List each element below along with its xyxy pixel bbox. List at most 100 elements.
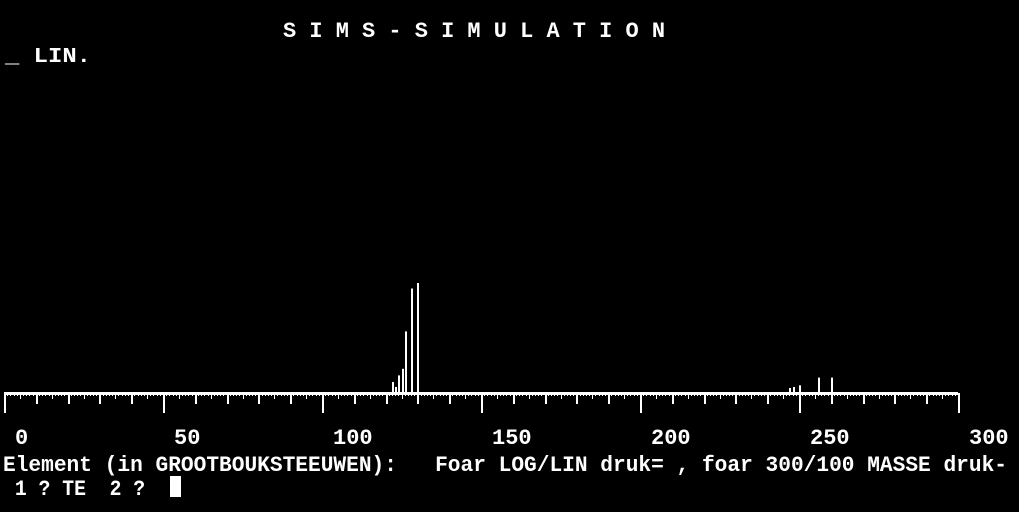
mass-axis <box>4 392 960 413</box>
mass-axis-labels: 0 50 100 150 200 250 300 <box>15 426 1009 451</box>
axis-tick <box>650 393 651 396</box>
axis-tick <box>939 393 940 396</box>
axis-tick <box>74 393 75 396</box>
axis-tick <box>793 393 794 396</box>
axis-tick <box>580 393 581 396</box>
axis-tick <box>443 393 444 396</box>
axis-tick <box>456 393 457 396</box>
axis-tick <box>506 393 507 396</box>
axis-tick <box>704 393 706 404</box>
axis-tick <box>494 393 495 396</box>
axis-tick <box>316 393 317 396</box>
axis-tick <box>106 393 107 396</box>
axis-tick <box>252 393 253 396</box>
axis-tick <box>475 393 476 396</box>
x-tick-label: 200 <box>651 426 691 451</box>
axis-tick <box>465 393 466 399</box>
axis-tick <box>745 393 746 396</box>
axis-tick <box>462 393 463 396</box>
axis-tick <box>621 393 622 396</box>
axis-tick <box>866 393 867 396</box>
axis-tick <box>700 393 701 396</box>
x-tick-label: 300 <box>969 426 1009 451</box>
axis-tick <box>344 393 345 396</box>
axis-tick <box>468 393 469 396</box>
axis-tick <box>223 393 224 396</box>
axis-tick <box>831 393 833 404</box>
axis-tick <box>7 393 8 396</box>
axis-tick <box>233 393 234 396</box>
axis-tick <box>637 393 638 396</box>
axis-tick <box>182 393 183 396</box>
axis-tick <box>570 393 571 396</box>
axis-tick <box>678 393 679 396</box>
axis-tick <box>325 393 326 396</box>
axis-tick <box>417 393 419 404</box>
axis-tick <box>882 393 883 396</box>
axis-tick <box>487 393 488 396</box>
axis-tick <box>497 393 498 399</box>
axis-tick <box>840 393 841 396</box>
axis-tick <box>630 393 631 396</box>
axis-tick <box>138 393 139 396</box>
axis-tick <box>872 393 873 396</box>
axis-tick <box>408 393 409 396</box>
axis-tick <box>351 393 352 396</box>
axis-tick <box>230 393 231 396</box>
axis-tick <box>929 393 930 396</box>
axis-tick <box>716 393 717 396</box>
axis-tick <box>61 393 62 396</box>
axis-tick <box>917 393 918 396</box>
axis-tick <box>834 393 835 396</box>
axis-tick <box>535 393 536 396</box>
axis-tick <box>239 393 240 396</box>
axis-tick <box>675 393 676 396</box>
axis-tick <box>357 393 358 396</box>
axis-tick <box>503 393 504 396</box>
axis-tick <box>392 393 393 396</box>
axis-tick <box>478 393 479 396</box>
axis-tick <box>414 393 415 396</box>
axis-tick <box>430 393 431 396</box>
axis-tick <box>545 393 547 404</box>
axis-tick <box>141 393 142 396</box>
axis-tick <box>446 393 447 396</box>
axis-tick <box>208 393 209 396</box>
axis-tick <box>201 393 202 396</box>
axis-tick <box>662 393 663 396</box>
axis-tick <box>481 393 483 413</box>
axis-tick <box>576 393 578 404</box>
axis-tick <box>347 393 348 396</box>
axis-tick <box>163 393 165 413</box>
axis-tick <box>459 393 460 396</box>
axis-tick <box>774 393 775 396</box>
axis-tick <box>758 393 759 396</box>
axis-tick <box>920 393 921 396</box>
axis-tick <box>335 393 336 396</box>
axis-tick <box>332 393 333 396</box>
axis-tick <box>26 393 27 396</box>
axis-tick <box>659 393 660 396</box>
axis-tick <box>561 393 562 399</box>
axis-tick <box>875 393 876 396</box>
axis-tick <box>128 393 129 396</box>
axis-tick <box>109 393 110 396</box>
axis-tick <box>198 393 199 396</box>
input-line[interactable]: 1 ? TE 2 ? <box>3 477 157 502</box>
axis-tick <box>125 393 126 396</box>
axis-tick <box>297 393 298 396</box>
axis-tick <box>176 393 177 396</box>
screen-title: S I M S - S I M U L A T I O N <box>283 19 665 44</box>
peak-bar <box>831 377 833 393</box>
axis-tick <box>49 393 50 396</box>
axis-tick <box>255 393 256 396</box>
axis-tick <box>440 393 441 396</box>
axis-tick <box>595 393 596 396</box>
axis-tick <box>93 393 94 396</box>
peak-bar <box>402 368 404 393</box>
axis-tick <box>923 393 924 396</box>
axis-tick <box>134 393 135 396</box>
axis-tick <box>739 393 740 396</box>
axis-tick <box>608 393 610 404</box>
axis-tick <box>751 393 752 399</box>
